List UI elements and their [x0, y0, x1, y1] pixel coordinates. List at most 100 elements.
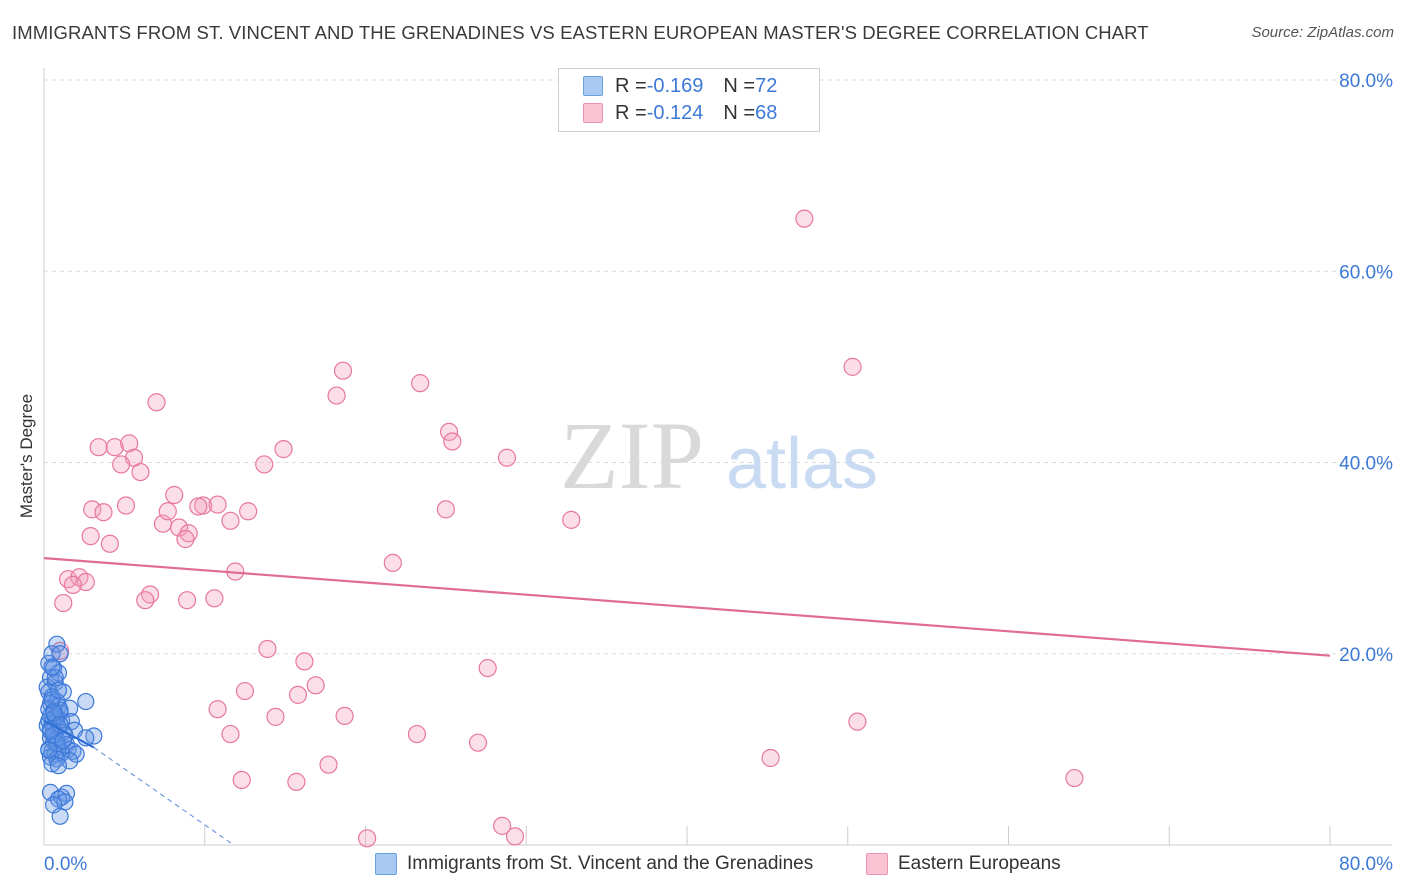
eastern-europeans-point — [120, 434, 139, 453]
eastern-europeans-point — [140, 585, 160, 604]
eastern-europeans-point — [255, 455, 274, 474]
eastern-europeans-point — [54, 593, 73, 613]
eastern-europeans-point — [497, 448, 517, 467]
legend-n-label: N = — [723, 74, 756, 97]
bottom-legend-swatch-pink — [866, 853, 888, 875]
eastern-europeans-point — [443, 432, 462, 451]
eastern-europeans-point — [562, 510, 581, 529]
eastern-europeans-point — [176, 529, 195, 549]
immigrants-point — [49, 757, 68, 775]
trend-lines — [43, 557, 1331, 846]
legend-row-eastern-europeans: R = -0.124 N = 68 — [583, 101, 777, 125]
eastern-europeans-point — [478, 658, 497, 678]
bottom-legend-swatch-blue — [375, 853, 397, 875]
legend-swatch-blue — [583, 76, 603, 96]
eastern-europeans-point — [208, 700, 227, 719]
eastern-europeans-point — [1065, 768, 1084, 788]
y-tick-label: 40.0% — [1339, 454, 1393, 475]
eastern-europeans-point — [235, 681, 255, 701]
immigrants-point — [54, 732, 72, 750]
gridlines — [44, 79, 1392, 655]
eastern-europeans-point — [407, 724, 427, 744]
bottom-legend-label: Eastern Europeans — [898, 853, 1061, 874]
eastern-europeans-point — [105, 438, 124, 457]
eastern-europeans-point — [258, 639, 277, 659]
immigrants-point — [51, 645, 69, 663]
eastern-europeans-point — [169, 518, 189, 537]
eastern-europeans-point — [319, 755, 338, 774]
legend-n-value: 72 — [755, 74, 778, 97]
legend-n-value: 68 — [755, 101, 778, 124]
eastern-europeans-point — [795, 209, 814, 228]
eastern-europeans-point — [274, 440, 293, 459]
watermark-zip: ZIP — [560, 402, 704, 509]
eastern-europeans-point — [493, 816, 512, 835]
bottom-legend-label: Immigrants from St. Vincent and the Gren… — [407, 853, 814, 874]
eastern-europeans-point — [761, 748, 780, 768]
eastern-europeans-point — [295, 652, 314, 671]
y-tick-label: 60.0% — [1339, 262, 1393, 283]
immigrants-point — [40, 741, 58, 759]
bottom-legend-eastern-europeans[interactable]: Eastern Europeans — [866, 851, 1061, 877]
immigrants-point — [77, 692, 95, 711]
eastern-europeans-points — [50, 209, 1084, 848]
eastern-europeans-point — [383, 553, 402, 573]
y-tick-label: 80.0% — [1339, 71, 1393, 92]
watermark: ZIP atlas — [560, 402, 878, 509]
legend-r-value: -0.169 — [646, 74, 704, 97]
immigrants-point — [51, 807, 69, 825]
immigrants-trend-extension — [93, 747, 234, 846]
eastern-europeans-point — [131, 462, 150, 482]
immigrants-point — [48, 635, 66, 653]
eastern-europeans-point — [327, 386, 346, 405]
eastern-europeans-point — [165, 485, 184, 505]
legend-r-label: R = — [615, 101, 647, 124]
x-tick-label: 80.0% — [1339, 854, 1393, 875]
eastern-europeans-point — [177, 591, 197, 610]
tick-labels: 20.0% 40.0% 60.0% 80.0% 0.0% 80.0% — [44, 71, 1393, 875]
source-label: Source: ZipAtlas.com — [1251, 24, 1394, 41]
eastern-europeans-point — [239, 502, 258, 521]
eastern-europeans-point — [358, 829, 377, 848]
bottom-legend-immigrants[interactable]: Immigrants from St. Vincent and the Gren… — [375, 851, 813, 877]
immigrants-point — [61, 752, 79, 770]
eastern-europeans-point — [221, 511, 240, 530]
immigrants-point — [43, 658, 61, 676]
legend-n-label: N = — [723, 101, 756, 124]
immigrants-point — [49, 664, 68, 682]
eastern-europeans-point — [158, 502, 177, 521]
x-tick-label: 0.0% — [44, 854, 87, 875]
svg-immigrants-points — [38, 635, 103, 825]
eastern-europeans-point — [505, 827, 525, 846]
eastern-europeans-point — [288, 685, 308, 704]
legend-r-value: -0.124 — [646, 101, 704, 124]
immigrants-point — [49, 681, 68, 699]
eastern-europeans-point — [208, 495, 227, 514]
eastern-europeans-point — [147, 393, 166, 412]
eastern-europeans-point — [843, 357, 862, 376]
eastern-europeans-point — [221, 724, 240, 744]
eastern-europeans-point — [179, 524, 198, 543]
immigrants-point — [43, 691, 61, 709]
eastern-europeans-point — [848, 712, 867, 731]
eastern-europeans-trend-line — [43, 557, 1331, 657]
eastern-europeans-point — [59, 570, 78, 589]
eastern-europeans-point — [205, 589, 224, 608]
immigrants-point — [67, 745, 85, 763]
eastern-europeans-point — [232, 770, 251, 790]
eastern-europeans-point — [63, 575, 83, 595]
stats-legend: R = -0.169 N = 72 R = -0.124 N = 68 — [558, 68, 820, 132]
eastern-europeans-point — [468, 733, 488, 752]
axes — [43, 68, 1392, 846]
immigrants-point — [43, 755, 61, 773]
immigrants-point — [41, 722, 60, 740]
legend-row-immigrants: R = -0.169 N = 72 — [583, 74, 777, 98]
watermark-atlas: atlas — [726, 424, 878, 504]
legend-r-label: R = — [615, 74, 647, 97]
y-axis-label: Master's Degree — [17, 393, 36, 519]
legend-swatch-pink — [583, 103, 603, 123]
eastern-europeans-point — [112, 455, 131, 474]
eastern-europeans-point — [94, 503, 113, 522]
eastern-europeans-point — [89, 438, 108, 457]
